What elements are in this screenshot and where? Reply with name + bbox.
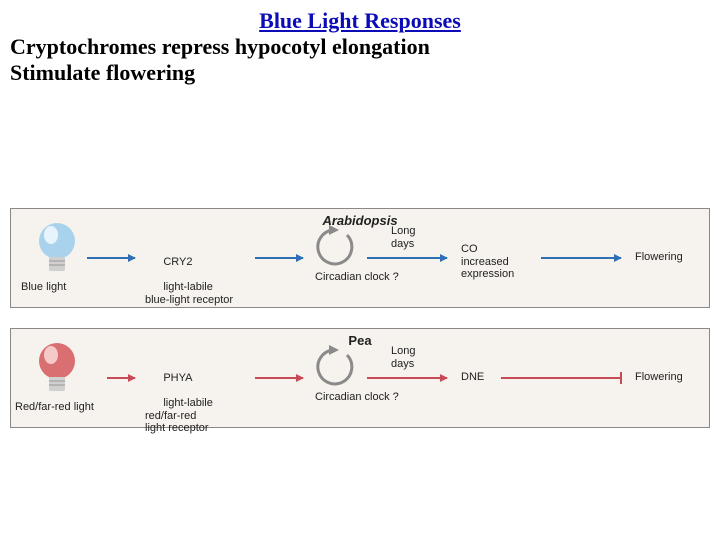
page-title: Blue Light Responses: [10, 8, 710, 34]
arrow-icon: [367, 257, 447, 259]
panel-arabidopsis: Arabidopsis Blue light CRY2 light-labile…: [10, 208, 710, 308]
condition-label: Long days: [391, 345, 415, 370]
panel-pea: Pea Red/far-red light PHYA light-labile …: [10, 328, 710, 428]
bulb-label: Blue light: [21, 281, 66, 293]
bulb-highlight: [44, 226, 58, 244]
bulb-base: [49, 377, 65, 391]
arrow-icon: [541, 257, 621, 259]
receptor-name: PHYA: [163, 372, 192, 384]
subtitle-2: Stimulate flowering: [10, 60, 710, 86]
subtitle-1: Cryptochromes repress hypocotyl elongati…: [10, 34, 710, 60]
arrow-icon: [107, 377, 135, 379]
arrow-icon: [255, 377, 303, 379]
arrow-icon: [255, 257, 303, 259]
circadian-clock-icon: [311, 225, 355, 269]
circadian-clock-icon: [311, 345, 355, 389]
lightbulb-icon: [33, 339, 81, 399]
outcome-label: Flowering: [635, 371, 683, 384]
arrow-icon: [367, 377, 447, 379]
diagram-panels: Arabidopsis Blue light CRY2 light-labile…: [10, 208, 710, 448]
condition-label: Long days: [391, 225, 415, 250]
bulb-glass: [39, 223, 75, 259]
bulb-base: [49, 257, 65, 271]
clock-label: Circadian clock ?: [315, 391, 399, 403]
receptor-desc: light-labile red/far-red light receptor: [145, 397, 213, 434]
bulb-highlight: [44, 346, 58, 364]
bulb-label: Red/far-red light: [15, 401, 94, 413]
receptor-block: CRY2 light-labile blue-light receptor: [145, 243, 233, 319]
receptor-name: CRY2: [163, 256, 192, 268]
receptor-block: PHYA light-labile red/far-red light rece…: [145, 359, 213, 447]
header: Blue Light Responses Cryptochromes repre…: [0, 0, 720, 86]
arrow-icon: [87, 257, 135, 259]
receptor-desc: light-labile blue-light receptor: [145, 281, 233, 306]
lightbulb-icon: [33, 219, 81, 279]
clock-label: Circadian clock ?: [315, 271, 399, 283]
inhibition-icon: [501, 377, 621, 379]
bulb-glass: [39, 343, 75, 379]
target-label: DNE: [461, 371, 484, 384]
target-label: CO increased expression: [461, 243, 514, 281]
outcome-label: Flowering: [635, 251, 683, 264]
